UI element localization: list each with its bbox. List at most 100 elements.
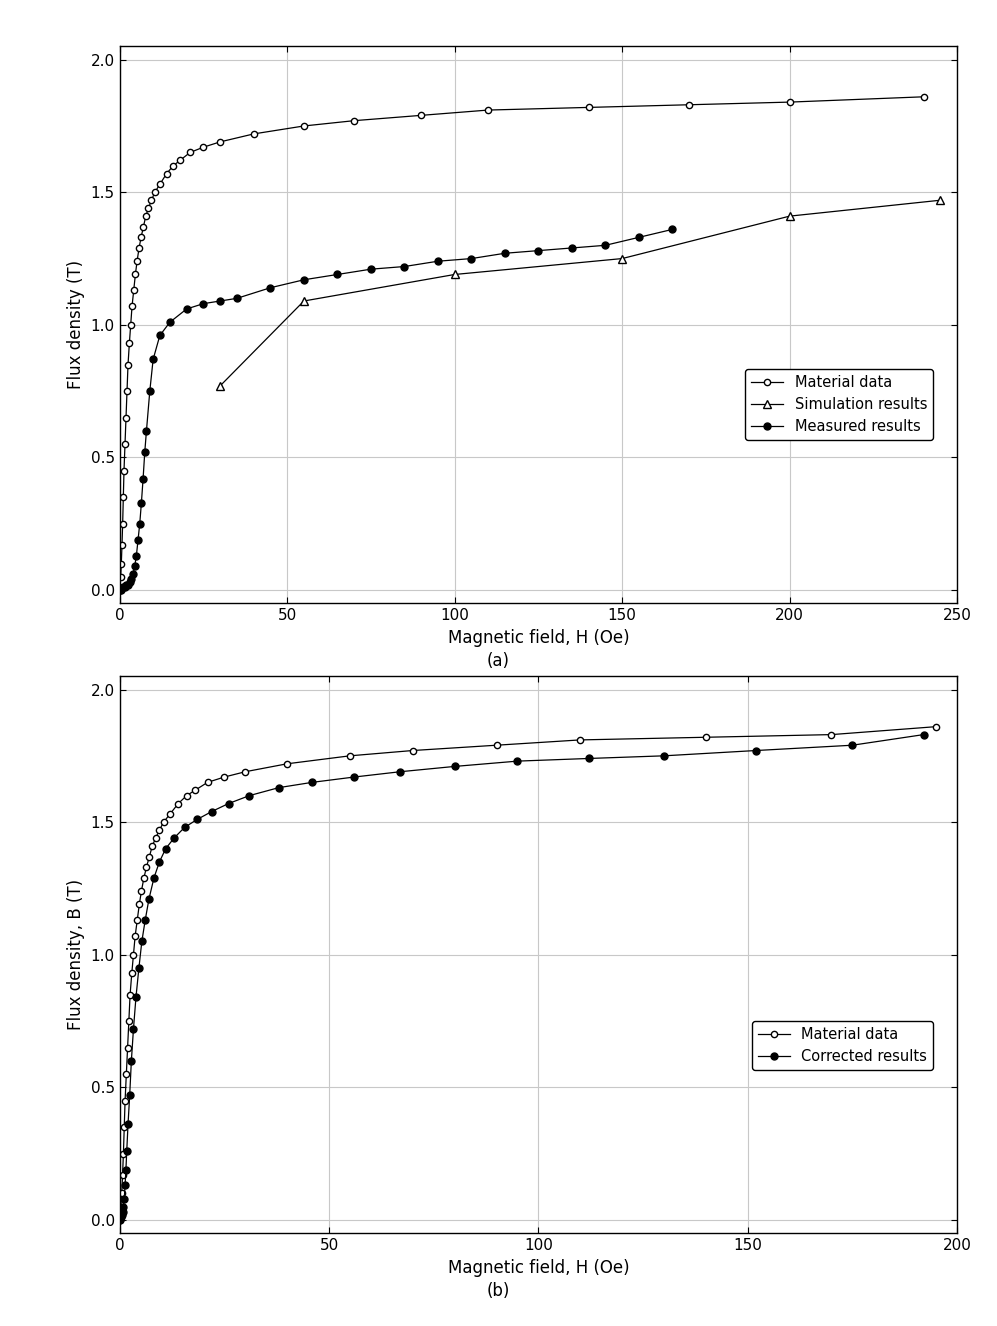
Measured results [127,566,139,582]
Measured results [139,444,151,460]
Material data [407,743,419,758]
Measured results [164,314,175,330]
Measured results [144,383,156,399]
Material data [161,166,172,182]
Measured results [126,572,138,587]
Material data [344,748,356,764]
Material data [298,118,310,134]
Material data [130,928,142,944]
Material data [114,582,126,598]
Measured results [131,548,143,564]
Legend: Material data, Corrected results: Material data, Corrected results [752,1021,933,1070]
Material data [115,569,127,585]
Corrected results [128,1021,140,1037]
Y-axis label: Flux density, B (T): Flux density, B (T) [67,879,85,1030]
Material data [138,219,150,235]
Material data [826,727,837,743]
Material data [150,830,162,846]
Material data [116,537,128,553]
X-axis label: Magnetic field, H (Oe): Magnetic field, H (Oe) [448,1258,629,1277]
Measured results [148,351,160,367]
Material data [138,870,150,886]
Simulation results [616,251,628,267]
Measured results [116,582,128,598]
Material data [136,883,148,899]
Corrected results [658,748,670,764]
Material data [149,184,161,200]
Corrected results [140,912,152,928]
Corrected results [114,1212,126,1228]
Material data [172,796,184,812]
Measured results [633,229,645,245]
Material data [125,317,137,333]
Corrected results [449,758,461,774]
Corrected results [394,764,406,780]
Measured results [122,577,134,593]
Material data [154,822,166,838]
Corrected results [116,1207,128,1223]
Corrected results [143,891,155,907]
Measured results [141,423,153,439]
Material data [189,782,201,798]
Material data [121,1066,133,1082]
Measured results [264,280,276,296]
Corrected results [750,743,762,758]
Material data [247,126,259,142]
Material data [118,463,130,479]
Corrected results [191,812,203,827]
X-axis label: Magnetic field, H (Oe): Magnetic field, H (Oe) [448,629,629,647]
Material data [483,102,495,118]
Material data [154,176,166,192]
Corrected results [273,780,285,796]
Simulation results [298,293,310,309]
Material data [140,208,152,224]
Material data [134,896,146,912]
Material data [118,489,130,505]
Corrected results [122,1116,134,1132]
Corrected results [917,727,929,743]
Material data [114,1212,126,1228]
Material data [218,769,230,785]
Measured results [134,516,146,532]
Measured results [119,579,131,595]
Line: Corrected results: Corrected results [117,731,927,1224]
Material data [917,89,929,105]
Corrected results [115,1209,127,1225]
Material data [119,1119,131,1135]
Material data [144,849,156,865]
Text: (a): (a) [487,652,510,671]
Measured results [298,272,310,288]
Measured results [365,261,377,277]
Measured results [138,471,150,487]
Corrected results [846,737,858,753]
Material data [117,516,129,532]
Material data [239,764,251,780]
Material data [116,1185,128,1201]
Corrected results [306,774,318,790]
Material data [158,814,169,830]
Corrected results [148,870,160,886]
Line: Material data: Material data [117,94,927,593]
Measured results [566,240,578,256]
Measured results [432,253,444,269]
Material data [180,788,192,804]
Measured results [124,574,136,590]
Material data [683,97,695,113]
Measured results [132,532,144,548]
Material data [132,912,144,928]
Material data [115,1199,127,1215]
Measured results [121,577,133,593]
Corrected results [582,751,594,766]
Simulation results [784,208,796,224]
Measured results [399,259,411,274]
Material data [415,107,427,123]
Material data [930,719,942,735]
Material data [281,756,293,772]
Material data [146,192,158,208]
Corrected results [119,1177,131,1193]
Material data [348,113,360,129]
Material data [122,357,134,373]
Corrected results [511,753,523,769]
Material data [147,838,159,854]
Measured results [599,237,611,253]
